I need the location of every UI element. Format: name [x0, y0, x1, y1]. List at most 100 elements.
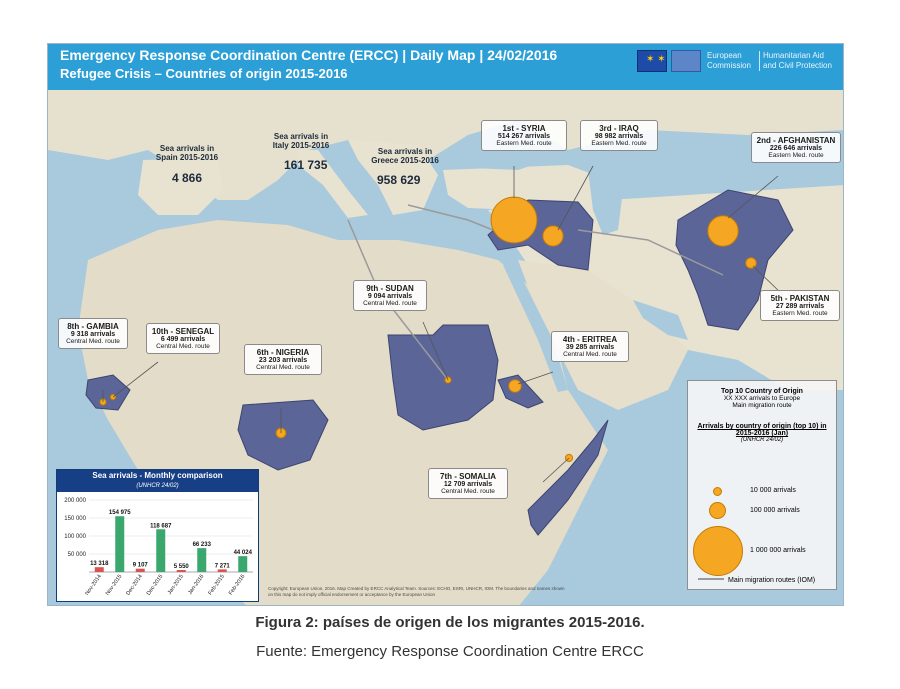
- senegal-gambia-region: [85, 374, 131, 411]
- chart-data-label: 44 024: [234, 550, 253, 556]
- map-area: Sea arrivals in Spain 2015-2016 4 866 Se…: [48, 90, 843, 605]
- iraq-circle: [542, 225, 564, 247]
- country-rank: 3rd - IRAQ: [599, 124, 639, 133]
- italy-sea-value: 161 735: [284, 158, 328, 172]
- country-route: Central Med. route: [66, 338, 120, 345]
- chart-category-label: Feb-2015: [207, 574, 225, 597]
- chart-category-label: Dec-2015: [146, 574, 165, 597]
- monthly-chart: Sea arrivals - Monthly comparison (UNHCR…: [56, 469, 259, 602]
- legend-circle-large: [693, 526, 743, 576]
- iberia-land: [138, 158, 223, 215]
- country-route: Central Med. route: [363, 300, 417, 307]
- chart-bar: [156, 529, 166, 572]
- logo-text-right: Humanitarian Aid and Civil Protection: [759, 51, 837, 71]
- logo-text-left: European Commission: [707, 51, 752, 70]
- legend-sub2: Main migration route: [732, 402, 792, 409]
- map-title: Emergency Response Coordination Centre (…: [60, 47, 558, 63]
- legend-title: Top 10 Country of Origin: [721, 388, 803, 395]
- country-route: Central Med. route: [256, 364, 310, 371]
- afghanistan-pakistan-region: [675, 189, 794, 331]
- map-credit: Copyright: European Union, 2016. Map Cre…: [268, 586, 565, 597]
- legend-heading: Arrivals by country of origin (top 10) i…: [697, 423, 827, 437]
- country-box-somalia: 7th - SOMALIA 12 709 arrivals Central Me…: [428, 468, 508, 499]
- country-box-senegal: 10th - SENEGAL 6 499 arrivals Central Me…: [146, 323, 220, 354]
- country-rank: 1st - SYRIA: [502, 124, 546, 133]
- chart-data-label: 7 271: [215, 563, 231, 569]
- country-box-nigeria: 6th - NIGERIA 23 203 arrivals Central Me…: [244, 344, 322, 375]
- chart-bar: [238, 556, 248, 572]
- sudan-region: [387, 324, 499, 431]
- chart-data-label: 118 687: [150, 523, 172, 529]
- syria-circle: [490, 196, 538, 244]
- chart-category-label: Jan-2015: [167, 574, 185, 596]
- legend-label-large: 1 000 000 arrivals: [750, 547, 806, 554]
- persian-gulf: [633, 300, 688, 340]
- italy-sea-label: Sea arrivals in Italy 2015-2016: [272, 132, 330, 150]
- italy-land: [298, 150, 368, 218]
- legend-label-small: 10 000 arrivals: [750, 487, 796, 494]
- country-route: Central Med. route: [156, 343, 210, 350]
- chart-category-label: Nov-2014: [84, 574, 103, 597]
- figure-source: Fuente: Emergency Response Coordination …: [256, 643, 644, 660]
- chart-data-label: 66 233: [193, 542, 212, 548]
- legend-label-medium: 100 000 arrivals: [750, 507, 800, 514]
- chart-bar: [94, 567, 104, 572]
- map-figure: Emergency Response Coordination Centre (…: [47, 43, 844, 606]
- legend-sub1: XX XXX arrivals to Europe: [723, 395, 801, 402]
- country-box-syria: 1st - SYRIA 514 267 arrivals Eastern Med…: [481, 120, 567, 151]
- black-sea: [468, 145, 548, 170]
- chart-title: Sea arrivals - Monthly comparison: [57, 470, 258, 482]
- country-rank: 7th - SOMALIA: [440, 472, 496, 481]
- country-arrivals: 6 499 arrivals: [160, 336, 206, 343]
- eritrea-leader: [517, 371, 554, 385]
- pakistan-circle: [745, 257, 757, 269]
- country-route: Eastern Med. route: [591, 140, 647, 147]
- chart-ytick-label: 100 000: [64, 534, 86, 540]
- eritrea-circle: [508, 379, 522, 393]
- chart-bar: [135, 568, 145, 572]
- caspian-sea: [588, 168, 623, 235]
- figure-caption: Figura 2: países de origen de los migran…: [255, 614, 645, 631]
- balkans-greece-land: [348, 140, 438, 215]
- chart-ytick-label: 50 000: [68, 552, 87, 558]
- afghanistan-circle: [707, 215, 739, 247]
- country-rank: 9th - SUDAN: [366, 284, 414, 293]
- ec-logo: ✶ ✶ European Commission Humanitarian Aid…: [637, 49, 837, 85]
- country-arrivals: 226 646 arrivals: [769, 145, 823, 152]
- country-arrivals: 39 285 arrivals: [565, 344, 615, 351]
- chart-ytick-label: 150 000: [64, 516, 86, 522]
- chart-category-label: Nov-2015: [105, 574, 124, 597]
- chart-data-label: 5 550: [174, 564, 190, 570]
- country-route: Eastern Med. route: [768, 152, 824, 159]
- chart-data-label: 154 975: [109, 510, 131, 516]
- legend-route-line: [698, 578, 724, 580]
- country-arrivals: 514 267 arrivals: [497, 133, 551, 140]
- legend-route-label: Main migration routes (IOM): [728, 577, 816, 584]
- spain-sea-value: 4 866: [172, 171, 203, 185]
- chart-category-label: Dec-2014: [125, 574, 144, 597]
- greece-sea-value: 958 629: [377, 173, 421, 187]
- eu-flag-icon: ✶ ✶: [637, 50, 667, 72]
- chart-category-label: Jan-2016: [187, 574, 205, 596]
- country-arrivals: 23 203 arrivals: [258, 357, 308, 364]
- europe-land: [48, 90, 843, 200]
- echo-flag-icon: [671, 50, 701, 72]
- country-box-afghanistan: 2nd - AFGHANISTAN 226 646 arrivals Easte…: [751, 132, 841, 163]
- legend-circle-medium: [709, 502, 726, 519]
- country-arrivals: 27 289 arrivals: [775, 303, 825, 310]
- country-rank: 6th - NIGERIA: [256, 348, 310, 357]
- country-route: Central Med. route: [563, 351, 617, 358]
- chart-bar: [197, 548, 207, 572]
- somalia-region: [527, 419, 609, 536]
- country-arrivals: 9 318 arrivals: [70, 331, 116, 338]
- map-header: Emergency Response Coordination Centre (…: [48, 44, 843, 90]
- chart-subtitle: (UNHCR 24/02): [57, 482, 258, 492]
- afghanistan-leader: [727, 175, 779, 219]
- country-box-pakistan: 5th - PAKISTAN 27 289 arrivals Eastern M…: [760, 290, 840, 321]
- country-route: Central Med. route: [441, 488, 495, 495]
- country-rank: 10th - SENEGAL: [151, 327, 215, 336]
- country-box-gambia: 8th - GAMBIA 9 318 arrivals Central Med.…: [58, 318, 128, 349]
- chart-bar: [115, 516, 125, 572]
- country-rank: 2nd - AFGHANISTAN: [756, 136, 836, 145]
